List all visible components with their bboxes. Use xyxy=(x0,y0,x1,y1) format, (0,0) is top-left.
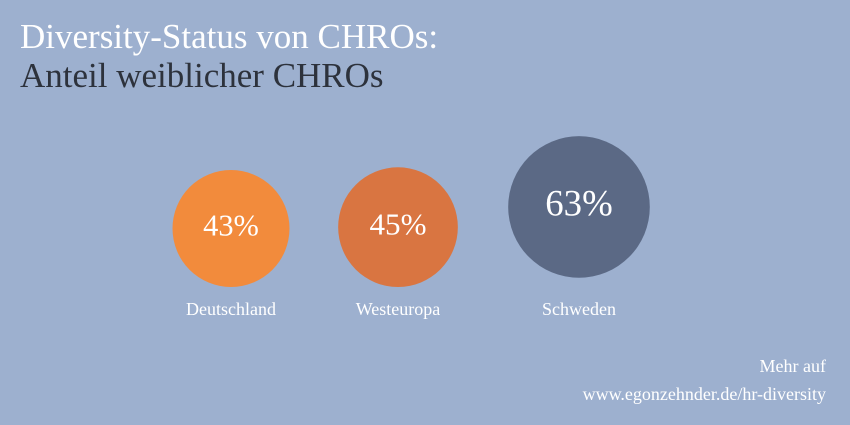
value-label: 45% xyxy=(369,206,426,241)
chart-title: Diversity-Status von CHROs: xyxy=(20,17,438,56)
value-label: 63% xyxy=(545,182,612,223)
footer-note: Mehr auf xyxy=(760,356,826,376)
bubble xyxy=(172,170,290,287)
chart-subtitle: Anteil weiblicher CHROs xyxy=(20,56,384,95)
footer-link: www.egonzehnder.de/hr-diversity xyxy=(583,384,826,404)
category-label: Deutschland xyxy=(186,299,276,319)
category-label: Westeuropa xyxy=(356,299,441,319)
bubble xyxy=(508,136,650,278)
value-label: 43% xyxy=(203,208,259,242)
bubble xyxy=(338,167,458,287)
category-label: Schweden xyxy=(542,299,616,319)
